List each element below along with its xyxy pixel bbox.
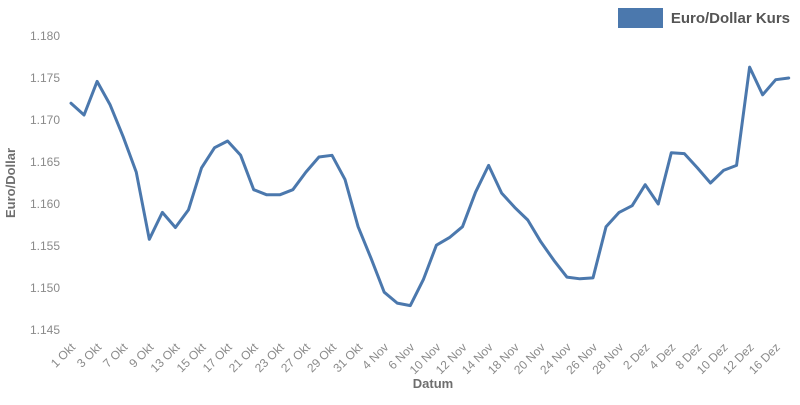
y-tick-label: 1.180 <box>30 29 60 43</box>
y-tick-label: 1.170 <box>30 113 60 127</box>
series-line <box>69 65 791 308</box>
legend-swatch-icon <box>617 8 663 28</box>
y-axis-title: Euro/Dollar <box>3 148 18 218</box>
x-tick-label: 4 Nov <box>359 340 391 372</box>
y-tick-label: 1.145 <box>30 323 60 337</box>
x-tick-label: 3 Okt <box>74 340 105 371</box>
legend-label: Euro/Dollar Kurs <box>670 9 790 27</box>
y-tick-label: 1.165 <box>30 155 60 169</box>
x-tick-label: 7 Okt <box>100 340 131 371</box>
x-axis-title: Datum <box>413 376 453 391</box>
x-tick-label: 2 Dez <box>620 340 652 372</box>
x-tick-label: 4 Dez <box>646 340 678 372</box>
y-tick-label: 1.150 <box>30 281 60 295</box>
y-tick-label: 1.175 <box>30 71 60 85</box>
legend[interactable]: Euro/Dollar Kurs <box>617 8 790 28</box>
x-tick-label: 1 Okt <box>48 340 79 371</box>
y-tick-label: 1.160 <box>30 197 60 211</box>
y-axis-tick-labels: 1.145 1.150 1.155 1.160 1.165 1.170 1.175 1.180 <box>30 29 60 337</box>
y-tick-label: 1.155 <box>30 239 60 253</box>
x-tick-label: 31 Okt <box>330 340 365 375</box>
